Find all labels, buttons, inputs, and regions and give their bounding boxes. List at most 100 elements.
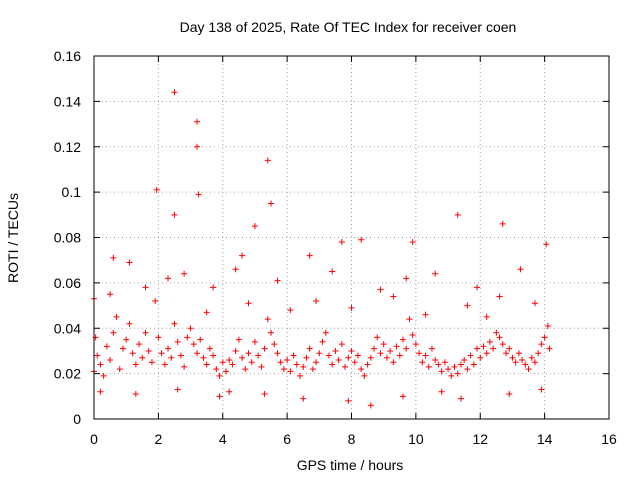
- y-tick-label: 0.1: [62, 184, 82, 200]
- data-point: [219, 359, 226, 366]
- data-point: [287, 368, 294, 375]
- data-point: [181, 363, 188, 370]
- data-point: [271, 341, 278, 348]
- data-point: [345, 354, 352, 361]
- data-point: [316, 350, 323, 357]
- data-point: [168, 354, 175, 361]
- data-point: [165, 275, 172, 282]
- x-tick-label: 0: [90, 431, 98, 447]
- data-point: [251, 338, 258, 345]
- data-point: [171, 320, 178, 327]
- data-point: [503, 350, 509, 357]
- data-point: [445, 366, 452, 373]
- data-point: [181, 270, 188, 277]
- data-point: [155, 334, 162, 341]
- data-point: [245, 350, 252, 357]
- data-point: [390, 293, 397, 300]
- data-point: [396, 352, 403, 359]
- data-point: [195, 191, 202, 198]
- data-point: [261, 345, 268, 352]
- data-point: [409, 332, 416, 339]
- data-point: [435, 361, 442, 368]
- data-point: [264, 157, 271, 164]
- x-tick-label: 2: [154, 431, 162, 447]
- data-point: [322, 329, 329, 336]
- data-point: [261, 391, 268, 398]
- data-point: [519, 357, 526, 364]
- data-point: [213, 366, 220, 373]
- data-point: [226, 388, 233, 395]
- data-point: [258, 363, 265, 370]
- data-point: [216, 393, 223, 400]
- data-point: [153, 186, 160, 193]
- data-point: [486, 338, 493, 345]
- x-tick-label: 14: [537, 431, 553, 447]
- data-point: [100, 372, 107, 379]
- data-point: [171, 211, 178, 218]
- data-point: [203, 309, 210, 316]
- data-point: [499, 220, 506, 227]
- data-point: [158, 350, 165, 357]
- data-point: [255, 352, 262, 359]
- data-point: [380, 341, 387, 348]
- data-point: [222, 368, 229, 375]
- data-point: [200, 354, 207, 361]
- data-point: [194, 350, 200, 357]
- chart-title: Day 138 of 2025, Rate Of TEC Index for r…: [180, 19, 517, 35]
- data-point: [393, 343, 400, 350]
- data-point: [103, 343, 110, 350]
- data-point: [139, 354, 146, 361]
- y-tick-label: 0.08: [54, 230, 81, 246]
- data-point: [345, 397, 352, 404]
- data-point: [351, 359, 358, 366]
- data-point: [422, 352, 429, 359]
- data-point: [136, 341, 143, 348]
- data-point: [525, 366, 532, 373]
- data-point: [210, 352, 217, 359]
- y-tick-label: 0.16: [54, 48, 81, 64]
- data-point: [329, 361, 336, 368]
- data-point: [454, 211, 461, 218]
- data-point: [541, 334, 548, 341]
- data-point: [142, 329, 149, 336]
- data-point: [174, 386, 181, 393]
- data-point: [403, 345, 410, 352]
- data-point: [464, 302, 471, 309]
- data-point: [239, 354, 246, 361]
- data-point: [406, 316, 413, 323]
- data-point: [457, 395, 464, 402]
- data-point: [287, 307, 294, 314]
- data-point: [232, 347, 239, 354]
- x-tick-label: 4: [219, 431, 227, 447]
- data-point: [268, 200, 275, 207]
- data-point: [206, 345, 213, 352]
- data-point: [264, 316, 271, 323]
- data-point: [107, 291, 114, 298]
- data-point: [274, 277, 281, 284]
- data-point: [226, 357, 233, 364]
- data-point: [506, 345, 513, 352]
- data-point: [483, 350, 490, 357]
- data-point: [409, 239, 416, 246]
- data-point: [297, 372, 303, 379]
- data-point: [509, 354, 516, 361]
- data-point: [245, 300, 252, 307]
- data-point: [306, 252, 313, 259]
- data-point: [332, 347, 339, 354]
- data-point: [277, 359, 284, 366]
- data-point: [538, 386, 545, 393]
- data-point: [268, 329, 275, 336]
- data-point: [535, 350, 542, 357]
- data-point: [280, 366, 287, 373]
- y-tick-label: 0.14: [54, 93, 81, 109]
- data-point: [216, 372, 223, 379]
- x-tick-label: 10: [408, 431, 424, 447]
- x-tick-label: 6: [283, 431, 291, 447]
- data-point: [290, 352, 297, 359]
- axis-ticks: 0 2 4 6 8 10 12 14 16 0 0.02 0.04 0.06 0.08 0.1 0.12 0.1…: [54, 48, 617, 447]
- data-point: [126, 320, 133, 327]
- data-point: [448, 372, 455, 379]
- data-point: [232, 266, 239, 273]
- data-point: [152, 298, 159, 305]
